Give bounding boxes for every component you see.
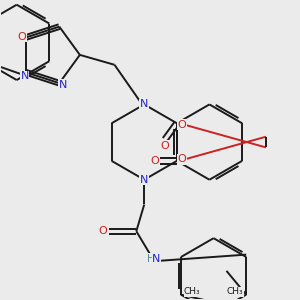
Text: O: O (98, 226, 107, 236)
Text: N: N (152, 254, 161, 264)
Text: H: H (147, 254, 154, 264)
Text: O: O (178, 154, 187, 164)
Text: CH₃: CH₃ (226, 287, 243, 296)
Text: N: N (59, 80, 68, 90)
Text: CH₃: CH₃ (184, 287, 201, 296)
Text: N: N (20, 71, 29, 81)
Text: O: O (18, 32, 27, 41)
Text: N: N (140, 175, 148, 185)
Text: N: N (140, 99, 148, 110)
Text: O: O (160, 140, 169, 151)
Text: O: O (151, 156, 160, 166)
Text: O: O (178, 120, 187, 130)
